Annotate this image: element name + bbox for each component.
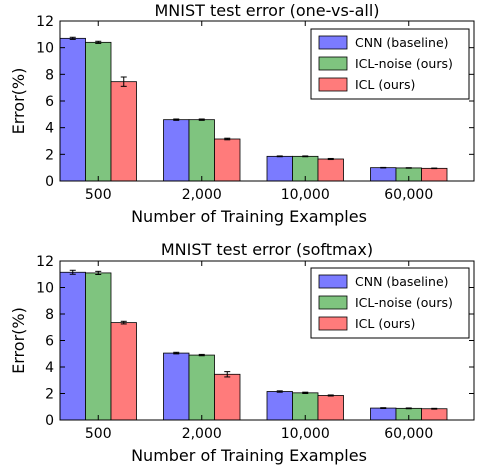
error-bar [380, 166, 387, 169]
x-tick-label: 60,000 [384, 426, 433, 442]
bar-icl-ours--60000 [421, 408, 448, 421]
error-bar [276, 390, 283, 393]
bar-icl-ours--60000 [421, 167, 448, 182]
error-bar [95, 270, 102, 276]
x-tick-label: 2,000 [182, 426, 222, 442]
legend-swatch [318, 274, 348, 289]
bar-icl-ours--500 [110, 81, 137, 182]
error-bar [431, 167, 438, 170]
error-bar [198, 353, 205, 357]
y-tick-label: 8 [45, 67, 54, 83]
error-bar [224, 137, 231, 141]
chart-title: MNIST test error (one-vs-all) [154, 1, 379, 20]
error-bar [276, 155, 283, 158]
bar-cnn-baseline--10000 [266, 155, 293, 182]
y-tick-label: 4 [45, 121, 54, 137]
error-bar [173, 118, 180, 121]
y-axis-label: Error(%) [9, 307, 28, 374]
error-bar [198, 118, 205, 121]
x-tick-label: 60,000 [384, 187, 433, 203]
x-tick-label: 500 [85, 426, 112, 442]
y-tick-label: 6 [45, 334, 54, 350]
y-tick-label: 12 [36, 14, 54, 30]
legend-label: CNN (baseline) [355, 35, 449, 50]
bar-icl-noise-ours--500 [85, 41, 112, 182]
y-tick-label: 0 [45, 174, 54, 190]
error-bar [69, 269, 76, 275]
bar-icl-noise-ours--2000 [188, 119, 215, 182]
bar-cnn-baseline--60000 [370, 407, 397, 421]
bar-cnn-baseline--2000 [163, 352, 190, 421]
bar-icl-noise-ours--2000 [188, 354, 215, 421]
x-axis-label: Number of Training Examples [131, 207, 367, 226]
legend-swatch [318, 35, 348, 50]
y-tick-label: 6 [45, 94, 54, 110]
legend-label: ICL-noise (ours) [355, 295, 453, 310]
x-axis-label: Number of Training Examples [131, 446, 367, 465]
y-tick-label: 2 [45, 147, 54, 163]
error-bar [302, 391, 309, 394]
bar-icl-ours--2000 [214, 373, 241, 421]
error-bar [431, 407, 438, 410]
y-tick-label: 10 [36, 281, 54, 297]
error-bar [405, 407, 412, 410]
bar-cnn-baseline--10000 [266, 391, 293, 421]
bar-icl-ours--10000 [317, 395, 344, 421]
bar-cnn-baseline--500 [59, 37, 86, 182]
error-bar [302, 155, 309, 158]
y-tick-label: 0 [45, 413, 54, 429]
bar-icl-ours--500 [110, 322, 137, 421]
error-bar [405, 167, 412, 169]
x-tick-label: 500 [85, 187, 112, 203]
legend-swatch [318, 77, 348, 92]
chart-panel-1: 0 2 4 6 8 10 12 500 2,000 10,000 60,000 MNIST test … [9, 1, 475, 226]
y-axis-label: Error(%) [9, 68, 28, 135]
bar-icl-ours--2000 [214, 138, 241, 182]
error-bar [224, 371, 231, 378]
x-tick-label: 2,000 [182, 187, 222, 203]
bar-cnn-baseline--60000 [370, 167, 397, 182]
bar-cnn-baseline--2000 [163, 119, 190, 182]
chart-panel-2: 0 2 4 6 8 10 12 500 2,000 10,000 60,000 MNIST test … [9, 240, 475, 465]
error-bar [120, 76, 127, 87]
legend: CNN (baseline) ICL-noise (ours) ICL (ours) [310, 28, 470, 100]
chart-title: MNIST test error (softmax) [161, 240, 373, 259]
y-tick-label: 4 [45, 360, 54, 376]
legend-swatch [318, 316, 348, 331]
legend-label: CNN (baseline) [355, 274, 449, 289]
error-bar [327, 394, 334, 397]
y-tick-label: 2 [45, 387, 54, 403]
error-bar [327, 157, 334, 161]
error-bar [380, 407, 387, 409]
legend-swatch [318, 56, 348, 71]
x-tick-label: 10,000 [281, 426, 330, 442]
y-tick-label: 10 [36, 41, 54, 57]
legend-label: ICL-noise (ours) [355, 56, 453, 71]
error-bar [120, 320, 127, 325]
legend: CNN (baseline) ICL-noise (ours) ICL (ours) [310, 267, 470, 339]
legend-label: ICL (ours) [355, 316, 415, 331]
legend-label: ICL (ours) [355, 77, 415, 92]
bar-icl-ours--10000 [317, 158, 344, 182]
bar-icl-noise-ours--500 [85, 272, 112, 421]
error-bar [95, 40, 102, 44]
y-tick-label: 12 [36, 254, 54, 270]
y-tick-label: 8 [45, 307, 54, 323]
error-bar [69, 36, 76, 40]
x-tick-label: 10,000 [281, 187, 330, 203]
error-bar [173, 351, 180, 355]
bar-cnn-baseline--500 [59, 271, 86, 421]
legend-swatch [318, 295, 348, 310]
